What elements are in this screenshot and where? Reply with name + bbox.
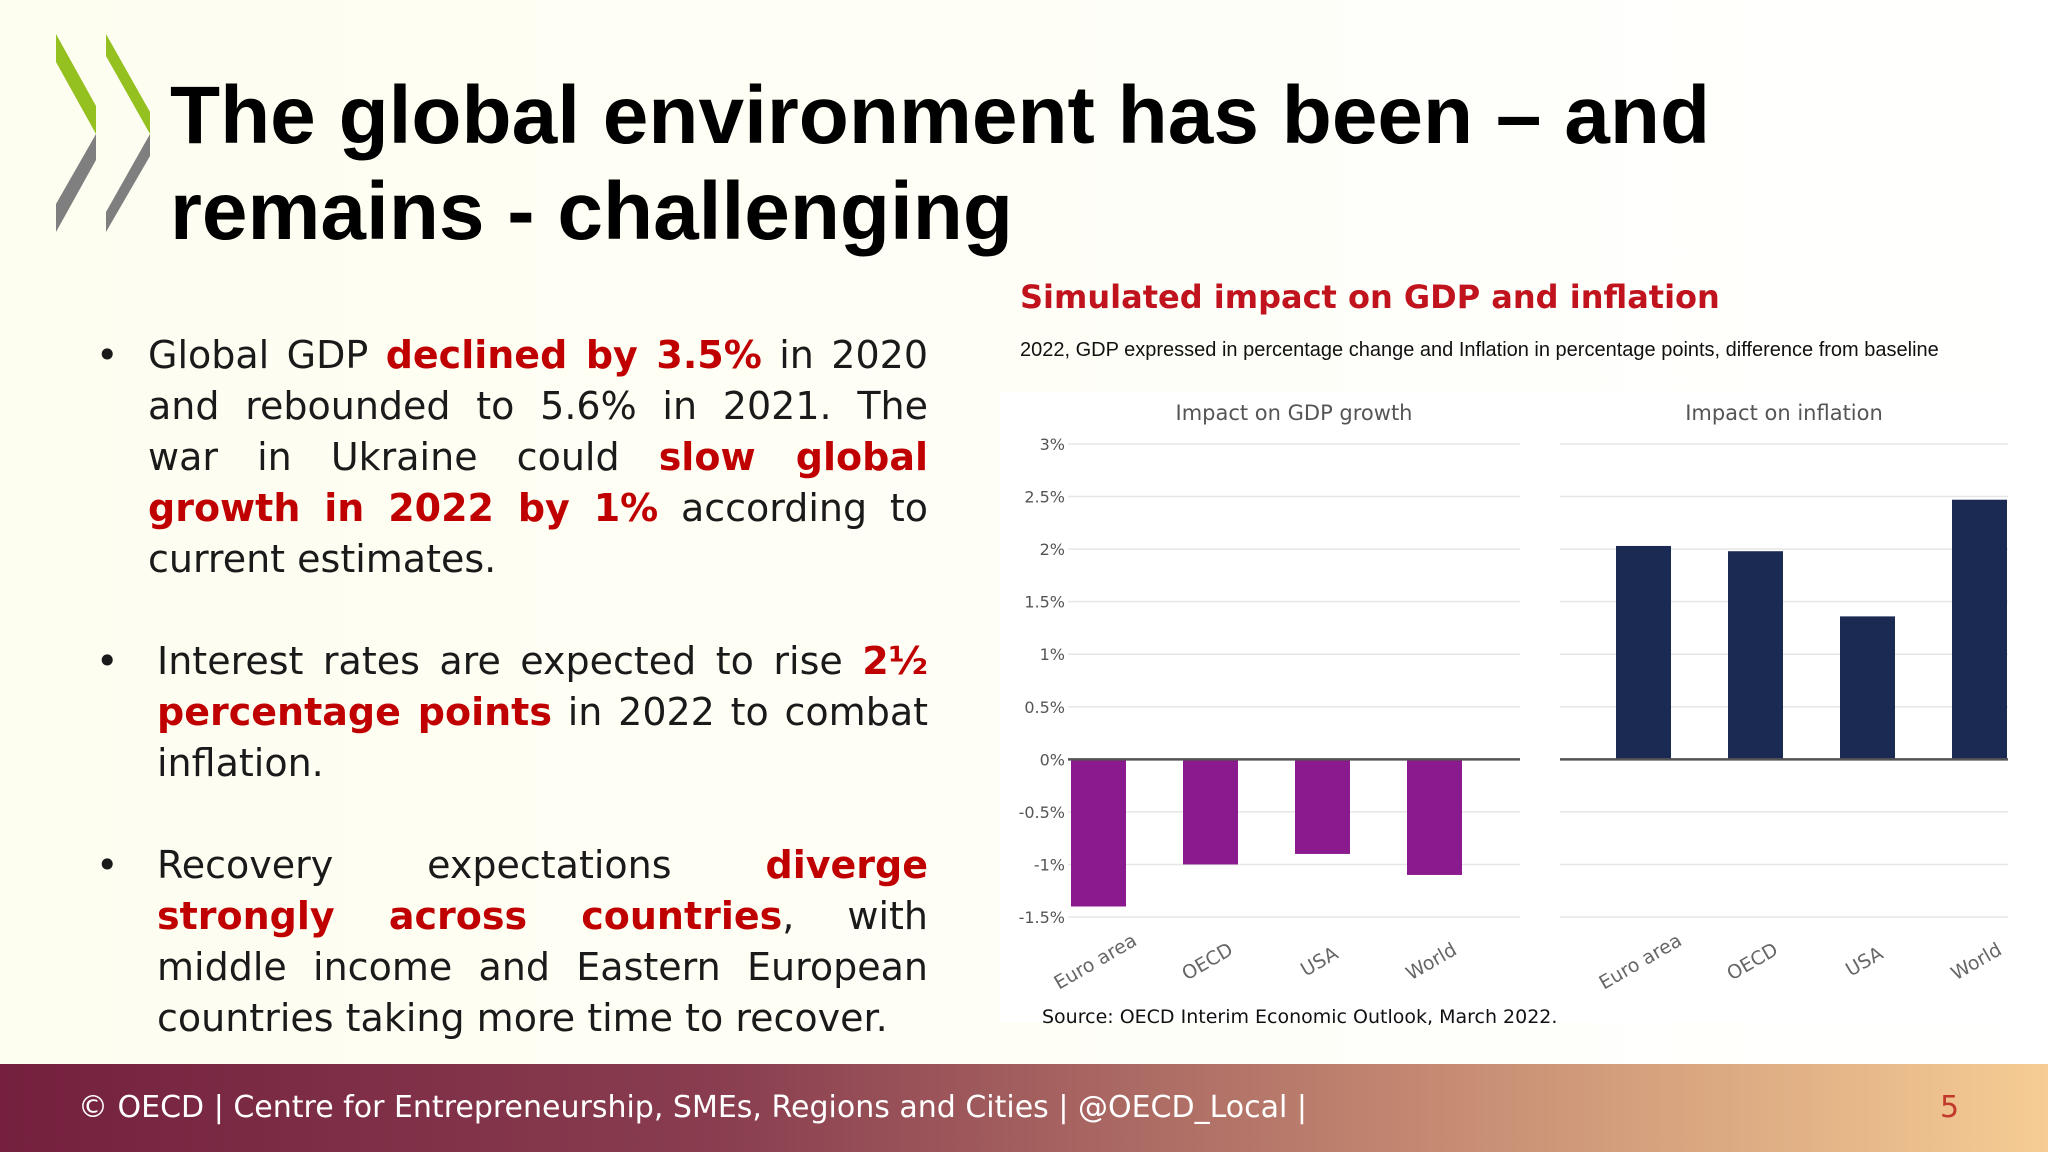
y-tick-label: 2% (1040, 540, 1065, 559)
bullet-segment: Recovery expectations (157, 843, 766, 887)
bullet-item: • Global GDP declined by 3.5% in 2020 an… (96, 330, 928, 585)
chart-source: Source: OECD Interim Economic Outlook, M… (1042, 1006, 1558, 1028)
bullet-highlight: 2½ percentage points (157, 639, 928, 734)
bullet-highlight: diverge strongly across countries (157, 843, 928, 938)
y-tick-label: 1.5% (1024, 593, 1065, 612)
bullet-segment: Interest rates are expected to rise (157, 639, 863, 683)
y-tick-label: -0.5% (1019, 803, 1065, 822)
x-tick-label: OECD (1178, 939, 1237, 985)
y-tick-label: 0.5% (1024, 698, 1065, 717)
y-tick-label: 1% (1040, 645, 1065, 664)
y-tick-label: -1% (1034, 855, 1065, 874)
logo-chevron-right-gray (106, 134, 150, 232)
x-tick-label: OECD (1723, 939, 1782, 985)
bullet-segment: Global GDP (148, 333, 386, 377)
bullet-segment: in 2022 to combat inflation. (157, 690, 929, 785)
panel-title: Impact on GDP growth (1176, 401, 1413, 425)
bullet-text: Recovery expectations diverge strongly a… (96, 840, 928, 1044)
page-number: 5 (1940, 1090, 1960, 1125)
bullet-text: Interest rates are expected to rise 2½ p… (96, 636, 928, 789)
bar (1616, 545, 1671, 760)
logo-chevron-left-gray (56, 134, 96, 232)
bar (1295, 759, 1350, 854)
footer-bar: © OECD | Centre for Entrepreneurship, SM… (0, 1064, 2048, 1152)
bullet-highlight: slow global growth in 2022 by 1% (148, 435, 928, 530)
panel-title: Impact on inflation (1685, 401, 1883, 425)
bullet-highlight: declined by 3.5% (385, 333, 762, 377)
chart-subtitle: 2022, GDP expressed in percentage change… (1020, 339, 1939, 361)
y-tick-label: 0% (1040, 750, 1065, 769)
footer-text: © OECD | Centre for Entrepreneurship, SM… (78, 1090, 1308, 1125)
logo-chevron-left-green (56, 34, 96, 134)
x-tick-label: USA (1297, 942, 1342, 981)
y-tick-label: 3% (1040, 435, 1065, 454)
bullet-list: • Global GDP declined by 3.5% in 2020 an… (96, 330, 928, 1095)
y-tick-label: 2.5% (1024, 488, 1065, 507)
bar (1840, 616, 1895, 760)
bar (1407, 759, 1462, 875)
bar (1952, 499, 2007, 760)
x-tick-label: USA (1842, 942, 1887, 981)
logo-chevron-right-green (106, 34, 150, 134)
x-tick-label: World (1402, 939, 1460, 985)
x-tick-label: World (1947, 939, 2005, 985)
bullet-segment: according to current estimates. (148, 486, 929, 581)
y-tick-label: -1.5% (1019, 908, 1065, 927)
x-tick-label: Euro area (1050, 929, 1140, 994)
bar (1728, 551, 1783, 760)
bullet-segment: , with middle income and Eastern Europea… (157, 894, 928, 1040)
bullet-symbol: • (96, 639, 119, 683)
bar (1183, 759, 1238, 865)
bullet-text: Global GDP declined by 3.5% in 2020 and … (96, 330, 928, 585)
bullet-item: • Recovery expectations diverge strongly… (96, 840, 928, 1044)
chart-svg: Impact on GDP growth Euro area OECD USA Worl… (1019, 401, 2008, 994)
bullet-segment: in 2020 and rebounded to 5.6% in 2021. T… (148, 333, 928, 479)
slide-title: The global environment has been – and re… (170, 70, 1711, 257)
bar (1071, 759, 1126, 907)
bullet-symbol: • (96, 843, 119, 887)
bullet-item: • Interest rates are expected to rise 2½… (96, 636, 928, 789)
x-tick-label: Euro area (1595, 929, 1685, 994)
bullet-symbol: • (96, 333, 119, 377)
oecd-logo (56, 34, 150, 232)
chart-title: Simulated impact on GDP and inflation (1020, 278, 1720, 316)
